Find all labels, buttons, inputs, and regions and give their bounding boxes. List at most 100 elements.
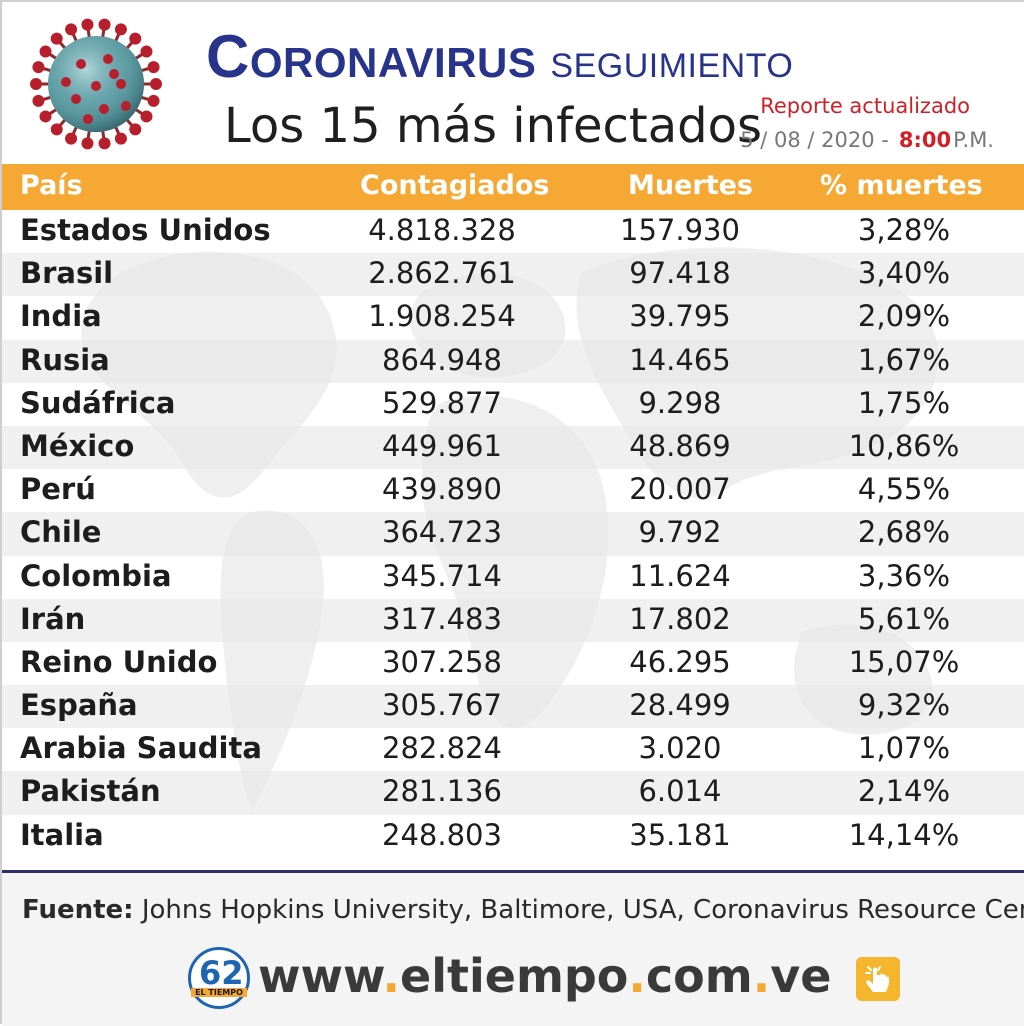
cases-cell: 864.948 — [382, 342, 502, 377]
cases-cell: 307.258 — [382, 644, 502, 679]
title-word-coronavirus: Coronavirus — [206, 23, 537, 90]
url-part: eltiempo — [400, 949, 629, 1003]
page-title: Coronavirus seguimiento — [206, 22, 793, 91]
logo-text: EL TIEMPO — [191, 988, 247, 997]
death-pct-cell: 2,68% — [857, 515, 951, 550]
update-ampm: P.M. — [953, 128, 994, 152]
source-credit: Fuente: Johns Hopkins University, Baltim… — [22, 895, 1024, 925]
column-header-death-pct: % muertes — [820, 170, 983, 201]
table-row: México 449.961 48.869 10,86% — [2, 425, 1024, 470]
death-pct-cell: 2,09% — [857, 299, 951, 334]
table-row: Reino Unido 307.258 46.295 15,07% — [2, 642, 1024, 685]
cases-cell: 281.136 — [382, 774, 502, 809]
url-part: ve — [770, 949, 832, 1003]
deaths-cell: 48.869 — [629, 428, 731, 463]
table-row: Arabia Saudita 282.824 3.020 1,07% — [2, 728, 1024, 771]
header: Coronavirus seguimiento Los 15 más infect… — [2, 2, 1024, 164]
table-header: País Contagiados Muertes % muertes — [2, 164, 1024, 210]
death-pct-cell: 3,40% — [857, 256, 951, 291]
country-cell: Sudáfrica — [20, 385, 176, 420]
deaths-cell: 35.181 — [629, 817, 731, 852]
country-cell: México — [20, 428, 135, 463]
url-dot: . — [382, 949, 401, 1003]
table-row: Pakistán 281.136 6.014 2,14% — [2, 771, 1024, 815]
country-cell: Perú — [20, 472, 96, 507]
death-pct-cell: 1,75% — [857, 385, 951, 420]
death-pct-cell: 4,55% — [857, 472, 951, 507]
table-row: Irán 317.483 17.802 5,61% — [2, 598, 1024, 642]
death-pct-cell: 1,07% — [857, 731, 951, 766]
click-hand-icon[interactable] — [856, 957, 900, 1001]
death-pct-cell: 9,32% — [857, 688, 951, 723]
table-row: Sudáfrica 529.877 9.298 1,75% — [2, 383, 1024, 426]
death-pct-cell: 5,61% — [857, 601, 951, 636]
deaths-cell: 28.499 — [629, 688, 731, 723]
country-cell: India — [20, 299, 102, 334]
table-row: España 305.767 28.499 9,32% — [2, 685, 1024, 729]
footer-divider — [2, 870, 1024, 873]
country-cell: Arabia Saudita — [20, 731, 262, 766]
source-text: Johns Hopkins University, Baltimore, USA… — [141, 895, 1024, 925]
deaths-cell: 17.802 — [629, 601, 731, 636]
table-row: Brasil 2.862.761 97.418 3,40% — [2, 253, 1024, 297]
deaths-cell: 11.624 — [629, 558, 731, 593]
table-row: Perú 439.890 20.007 4,55% — [2, 469, 1024, 512]
cases-cell: 439.890 — [382, 472, 502, 507]
table-row: Chile 364.723 9.792 2,68% — [2, 512, 1024, 556]
country-cell: Brasil — [20, 256, 114, 291]
website-link[interactable]: www.eltiempo.com.ve — [258, 949, 831, 1003]
update-date: 5 / 08 / 2020 - — [740, 128, 889, 152]
deaths-cell: 6.014 — [638, 774, 722, 809]
table-row: Italia 248.803 35.181 14,14% — [2, 815, 1024, 858]
death-pct-cell: 14,14% — [848, 817, 960, 852]
death-pct-cell: 1,67% — [857, 342, 951, 377]
country-cell: España — [20, 688, 138, 723]
cases-cell: 1.908.254 — [368, 299, 516, 334]
cases-cell: 305.767 — [382, 688, 502, 723]
cases-cell: 364.723 — [382, 515, 502, 550]
country-cell: Reino Unido — [20, 644, 218, 679]
country-cell: Rusia — [20, 342, 110, 377]
table-row: India 1.908.254 39.795 2,09% — [2, 296, 1024, 339]
report-label: Reporte actualizado — [760, 94, 970, 118]
country-cell: Chile — [20, 515, 102, 550]
update-time: 8:00 — [898, 128, 952, 152]
url-dot: . — [752, 949, 771, 1003]
cases-cell: 2.862.761 — [368, 256, 516, 291]
table-row: Estados Unidos 4.818.328 157.930 3,28% — [2, 210, 1024, 253]
cases-cell: 529.877 — [382, 385, 502, 420]
coronavirus-image — [30, 18, 162, 150]
source-label: Fuente: — [22, 895, 134, 925]
deaths-cell: 157.930 — [620, 213, 740, 247]
deaths-cell: 46.295 — [629, 644, 731, 679]
country-cell: Pakistán — [20, 774, 161, 809]
cases-cell: 4.818.328 — [368, 213, 516, 247]
url-part: com — [645, 949, 753, 1003]
deaths-cell: 97.418 — [629, 256, 731, 291]
cases-cell: 248.803 — [382, 817, 502, 852]
column-header-country: País — [20, 170, 83, 201]
cases-cell: 282.824 — [382, 731, 502, 766]
death-pct-cell: 10,86% — [848, 428, 960, 463]
country-cell: Estados Unidos — [20, 213, 271, 247]
table-body: Estados Unidos 4.818.328 157.930 3,28% Brasi… — [2, 210, 1024, 858]
logo-number: 62 — [199, 954, 244, 992]
deaths-cell: 9.298 — [638, 385, 722, 420]
url-dot: . — [628, 949, 646, 1003]
column-header-deaths: Muertes — [628, 170, 754, 201]
update-timestamp: 5 / 08 / 2020 - 8:00P.M. — [740, 128, 994, 152]
deaths-cell: 3.020 — [638, 731, 722, 766]
eltiempo-logo: 62 EL TIEMPO — [188, 947, 250, 1009]
country-cell: Italia — [20, 817, 104, 852]
country-cell: Irán — [20, 601, 86, 636]
column-header-cases: Contagiados — [360, 170, 550, 201]
deaths-cell: 14.465 — [629, 342, 731, 377]
death-pct-cell: 3,28% — [857, 213, 951, 247]
url-part: www — [258, 949, 383, 1003]
title-word-seguimiento: seguimiento — [550, 35, 794, 88]
table-row: Rusia 864.948 14.465 1,67% — [2, 339, 1024, 383]
cases-cell: 449.961 — [382, 428, 502, 463]
cases-cell: 345.714 — [382, 558, 502, 593]
footer: Fuente: Johns Hopkins University, Baltim… — [2, 873, 1024, 1026]
